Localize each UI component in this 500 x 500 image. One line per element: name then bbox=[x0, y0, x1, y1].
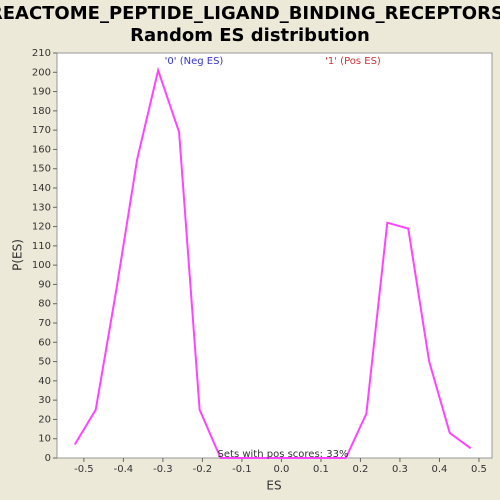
y-tick-label: 100 bbox=[32, 260, 51, 271]
x-tick-label: 0.4 bbox=[431, 464, 447, 475]
annotation: '0' (Neg ES) bbox=[165, 56, 224, 67]
chart-title: REACTOME_PEPTIDE_LIGAND_BINDING_RECEPTOR… bbox=[0, 3, 500, 24]
x-tick-label: -0.1 bbox=[232, 464, 252, 475]
y-tick-label: 10 bbox=[38, 434, 51, 445]
y-tick-label: 40 bbox=[38, 376, 51, 387]
y-tick-label: 170 bbox=[32, 125, 51, 136]
y-tick-label: 20 bbox=[38, 414, 51, 425]
y-tick-label: 150 bbox=[32, 164, 51, 175]
y-tick-label: 0 bbox=[45, 453, 51, 464]
y-tick-label: 180 bbox=[32, 106, 51, 117]
y-tick-label: 110 bbox=[32, 241, 51, 252]
y-tick-label: 130 bbox=[32, 202, 51, 213]
x-tick-label: 0.2 bbox=[352, 464, 368, 475]
y-tick-label: 50 bbox=[38, 357, 51, 368]
x-tick-label: -0.3 bbox=[153, 464, 173, 475]
y-tick-label: 90 bbox=[38, 279, 51, 290]
y-tick-label: 200 bbox=[32, 67, 51, 78]
y-tick-label: 120 bbox=[32, 222, 51, 233]
y-axis-label: P(ES) bbox=[11, 239, 25, 271]
x-axis-label: ES bbox=[266, 479, 281, 493]
x-tick-label: 0.1 bbox=[313, 464, 329, 475]
x-tick-label: -0.2 bbox=[193, 464, 213, 475]
x-tick-label: -0.5 bbox=[74, 464, 94, 475]
y-tick-label: 70 bbox=[38, 318, 51, 329]
y-tick-label: 190 bbox=[32, 87, 51, 98]
y-tick-label: 30 bbox=[38, 395, 51, 406]
plot-area bbox=[56, 52, 493, 459]
y-tick-label: 140 bbox=[32, 183, 51, 194]
y-tick-label: 60 bbox=[38, 337, 51, 348]
annotation: Sets with pos scores: 33% bbox=[218, 449, 349, 460]
x-tick-label: 0.0 bbox=[273, 464, 289, 475]
y-tick-label: 160 bbox=[32, 144, 51, 155]
annotation: '1' (Pos ES) bbox=[325, 56, 381, 67]
x-tick-label: 0.3 bbox=[392, 464, 408, 475]
x-tick-label: -0.4 bbox=[114, 464, 134, 475]
y-tick-label: 80 bbox=[38, 299, 51, 310]
chart-title: Random ES distribution bbox=[130, 25, 370, 46]
x-tick-label: 0.5 bbox=[471, 464, 487, 475]
y-tick-label: 210 bbox=[32, 48, 51, 59]
data-line bbox=[73, 66, 472, 459]
